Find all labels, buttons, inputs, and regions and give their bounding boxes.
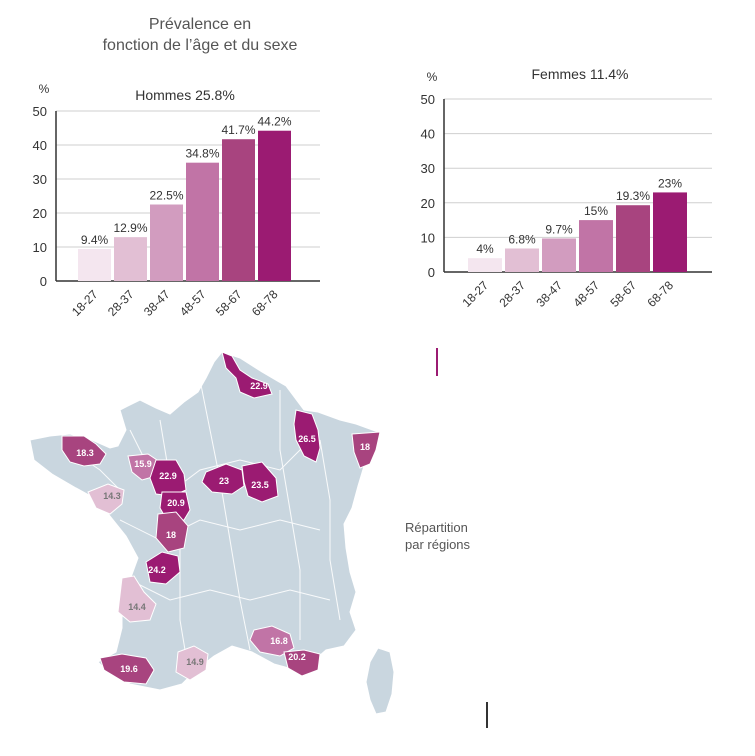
map-region-value-label: 19.6 [120,664,138,674]
y-tick-label: 30 [33,172,47,187]
internal-borders [69,379,341,681]
map-region [99,653,155,685]
map-region [293,409,321,463]
map-region-value-label: 20.2 [288,652,306,662]
bar-value-label: 41.7% [221,123,255,137]
map-region-value-label: 26.5 [298,434,316,444]
map-region-value-label: 22.9 [250,381,268,391]
map-region-value-label: 14.9 [186,657,204,667]
bar [150,204,183,281]
map-region-value-label: 15.9 [134,459,152,469]
page-title-line-2: fonction de l’âge et du sexe [102,37,298,54]
bar [222,139,255,281]
region-label-line-2: par régions [405,537,471,552]
bar [505,248,539,272]
y-tick-label: 50 [33,104,47,119]
bar [542,238,576,272]
y-tick-label: 0 [40,274,47,289]
map-region [221,351,273,399]
map-region [201,463,245,495]
bar [186,162,219,281]
map-region [87,483,125,515]
corsica-shape [365,647,395,715]
bar [653,192,687,272]
bar-value-label: 9.4% [81,233,109,247]
map-region [351,431,381,469]
y-tick-label: 50 [421,92,435,107]
bar [468,258,502,272]
bar-value-label: 22.5% [149,189,183,203]
map-regions: 22.9 26.5 18 18.3 15.9 14.3 22.9 20.9 23 23.5 18 24… [61,351,381,685]
y-axis-unit-label: % [39,82,50,96]
bar-value-label: 23% [658,176,682,190]
map-region [145,551,181,585]
map-region [61,435,107,467]
accent-marker-top [436,348,438,376]
map-region-value-label: 23.5 [251,480,269,490]
y-tick-label: 30 [421,161,435,176]
y-tick-label: 20 [421,196,435,211]
map-region [283,649,321,677]
page-title: Prévalence en fonction de l’âge et du se… [40,14,360,56]
bar-value-label: 34.8% [185,147,219,161]
region-label-line-1: Répartition [405,520,468,535]
page-title-line-1: Prévalence en [148,16,252,33]
map-region-value-label: 16.8 [270,636,288,646]
bar-value-label: 15% [584,204,608,218]
bar [579,220,613,272]
bar [258,130,291,281]
y-tick-label: 40 [33,138,47,153]
map-region [117,575,157,623]
map-region-value-label: 14.3 [103,491,121,501]
y-tick-label: 10 [421,230,435,245]
bar-value-label: 6.8% [508,232,536,246]
map-region-value-label: 18 [166,530,176,540]
map-region [155,511,189,553]
map-region-value-label: 22.9 [159,471,177,481]
map-region-value-label: 18.3 [76,448,94,458]
y-tick-label: 40 [421,127,435,142]
map-land [29,351,395,715]
bar-value-label: 4% [476,242,494,256]
map-region-value-label: 14.4 [128,602,146,612]
y-tick-label: 20 [33,206,47,221]
region-breakdown-label: Répartition par régions [405,519,470,553]
bar [616,205,650,272]
map-region-value-label: 23 [219,476,229,486]
bar [78,249,111,281]
y-tick-label: 0 [428,265,435,280]
map-region-value-label: 18 [360,442,370,452]
map-region [241,461,279,503]
y-axis-unit-label: % [427,70,438,84]
chart-title: Femmes 11.4% [532,66,629,82]
bar-value-label: 44.2% [257,115,291,129]
bar-value-label: 9.7% [545,222,573,236]
bar-value-label: 12.9% [113,221,147,235]
map-region-value-label: 20.9 [167,498,185,508]
chart-title: Hommes 25.8% [135,87,235,103]
map-region [175,645,209,681]
map-region-value-label: 24.2 [148,565,166,575]
y-tick-label: 10 [33,240,47,255]
bar [114,237,147,281]
accent-marker-bottom [486,702,488,728]
bar-value-label: 19.3% [616,189,650,203]
